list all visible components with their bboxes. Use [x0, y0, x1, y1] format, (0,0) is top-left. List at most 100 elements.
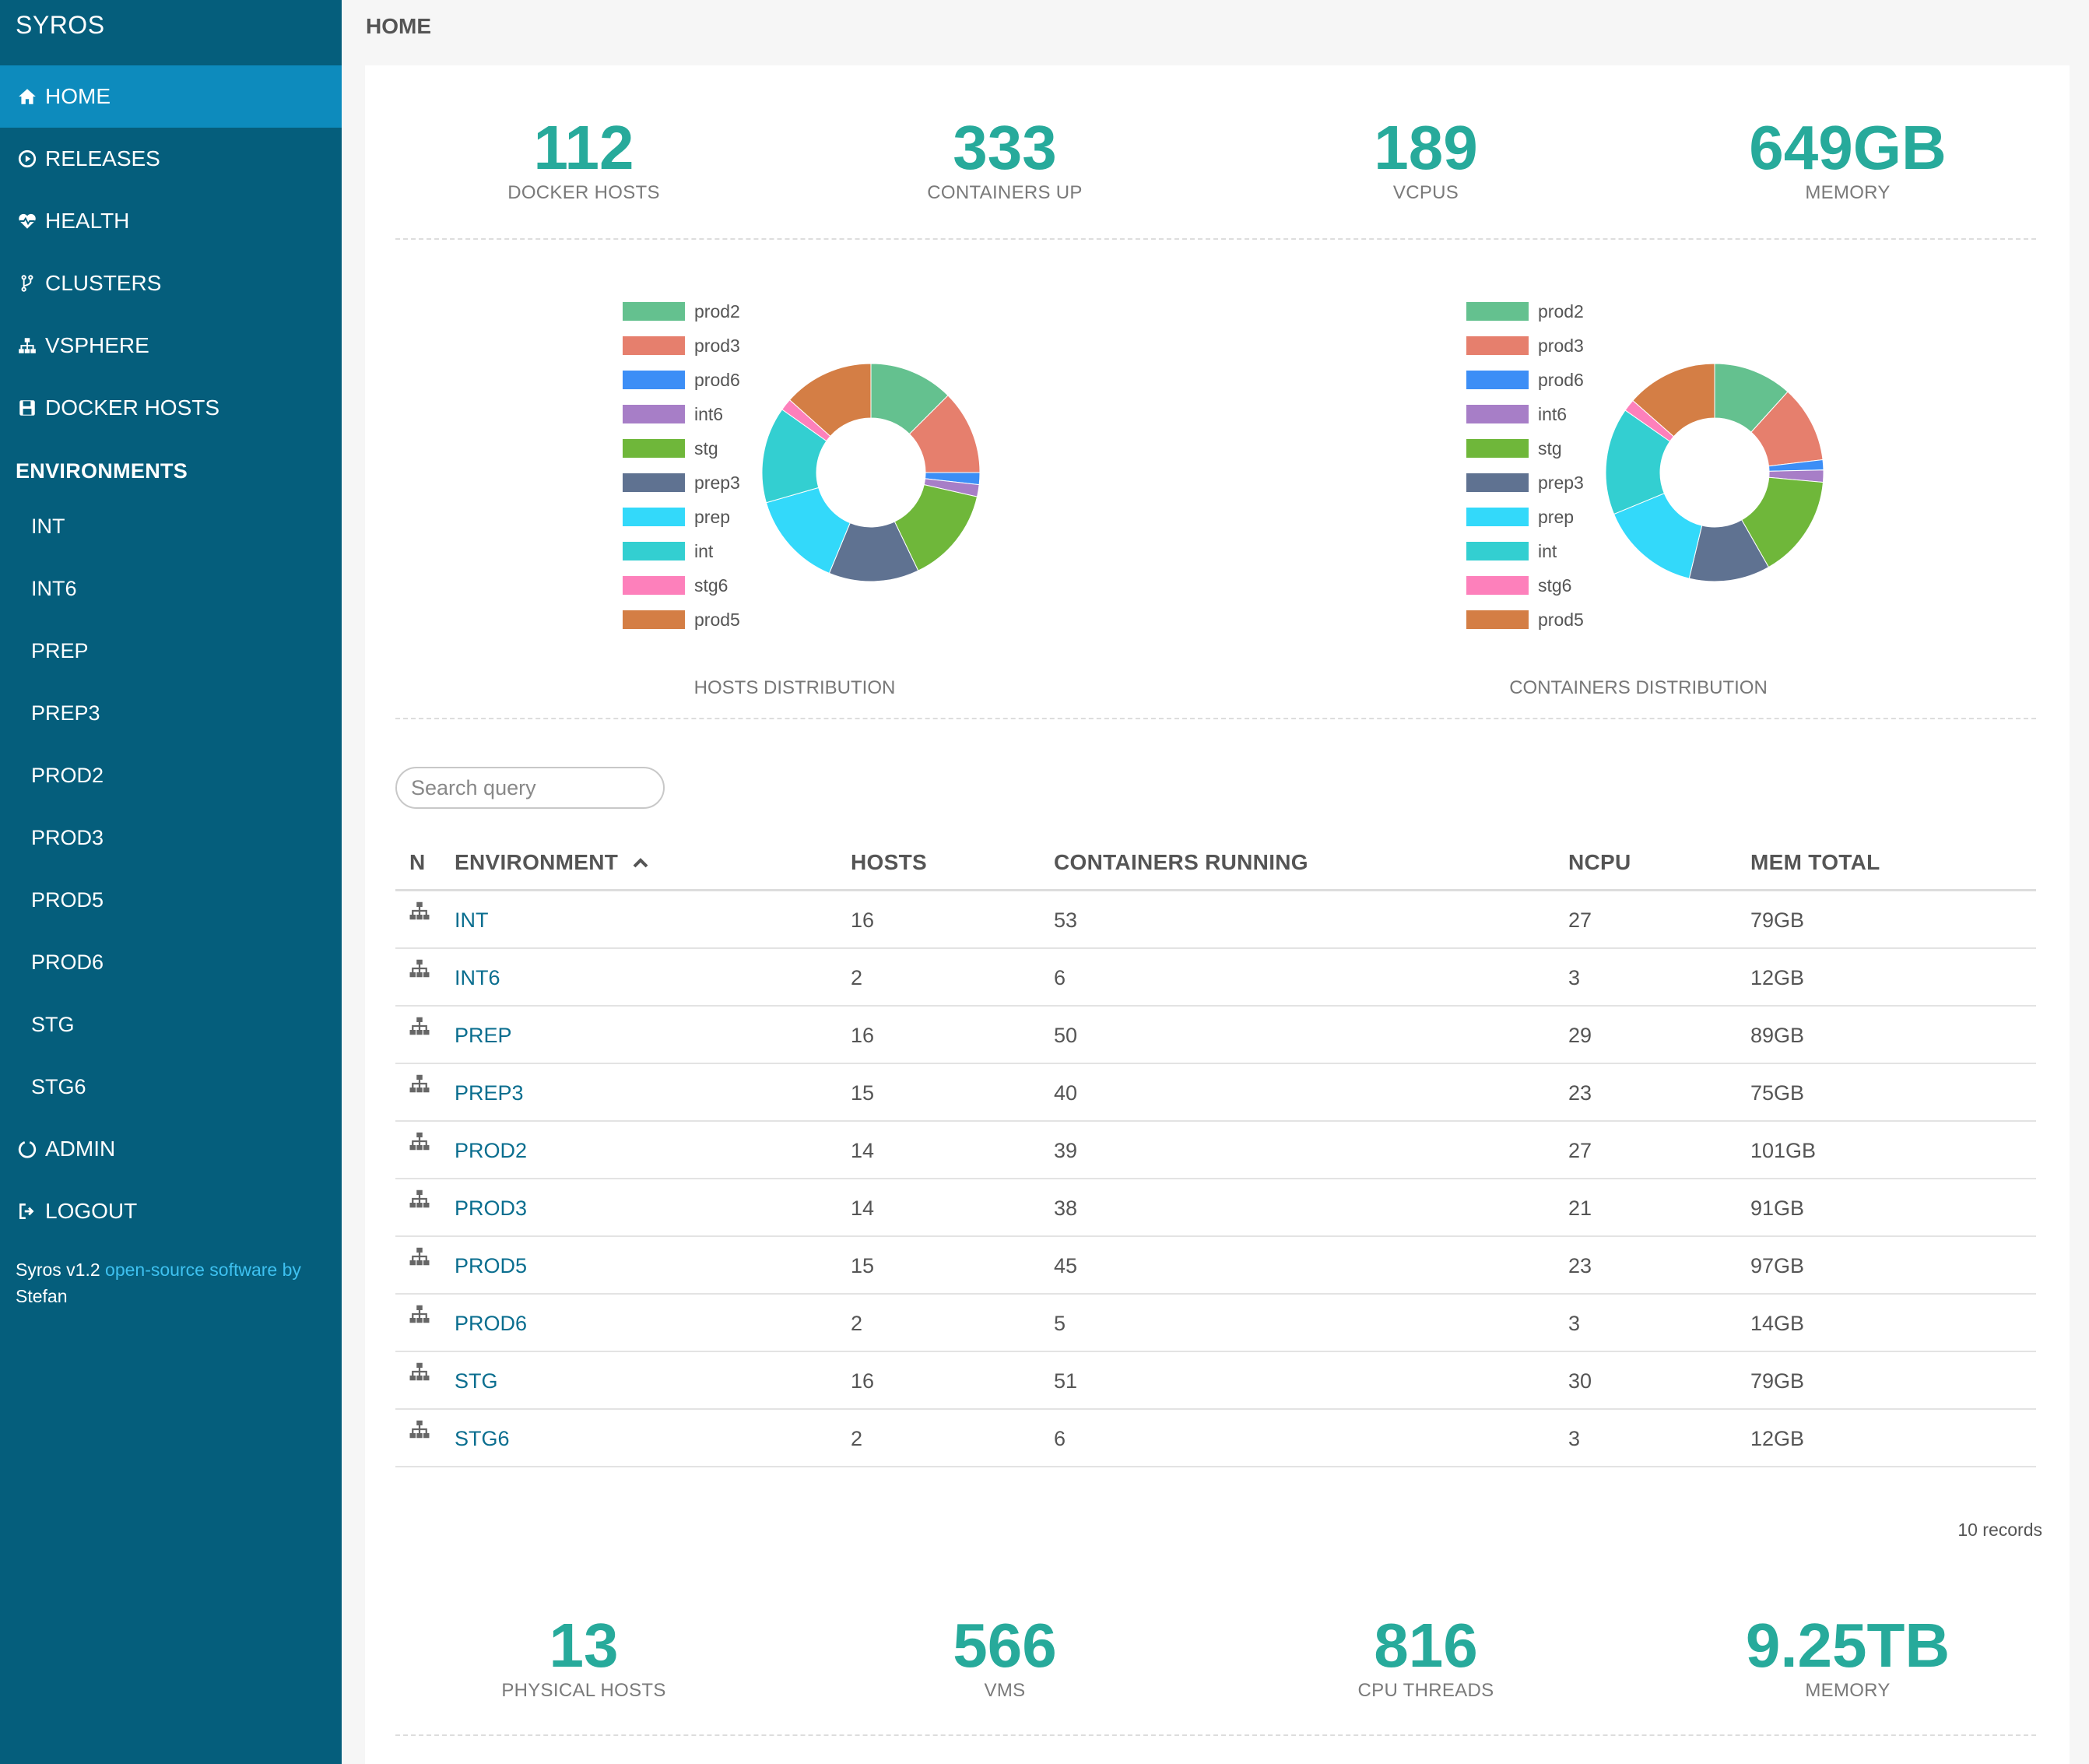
- col-header-n[interactable]: N: [409, 850, 426, 874]
- sitemap-icon[interactable]: [408, 1014, 431, 1038]
- env-item-prep[interactable]: PREP: [31, 638, 89, 662]
- brand-logo[interactable]: SYROS: [16, 11, 105, 39]
- environment-link[interactable]: STG: [455, 1369, 498, 1393]
- table-row: PROD3 14 38 21 91GB: [395, 1179, 2036, 1237]
- environment-link[interactable]: PREP3: [455, 1081, 524, 1105]
- sitemap-icon[interactable]: [408, 1130, 431, 1153]
- stat-value: 816: [1374, 1611, 1478, 1680]
- nav-item-clusters[interactable]: CLUSTERS: [0, 252, 342, 314]
- hosts-cell: 2: [851, 1312, 863, 1335]
- environment-link[interactable]: PREP: [455, 1024, 512, 1047]
- footer-link[interactable]: open-source software by: [105, 1260, 301, 1280]
- nav-item-logout[interactable]: LOGOUT: [0, 1180, 342, 1242]
- ncpu-cell: 3: [1568, 1312, 1581, 1335]
- environment-link[interactable]: PROD5: [455, 1254, 528, 1277]
- stat-docker-hosts: 112 DOCKER HOSTS: [428, 117, 739, 204]
- sitemap-icon[interactable]: [408, 957, 431, 980]
- legend-item[interactable]: prod6: [1466, 368, 1584, 392]
- col-header-ncpu[interactable]: NCPU: [1568, 850, 1631, 874]
- stat-value: 649GB: [1749, 113, 1947, 182]
- col-header-label: ENVIRONMENT: [455, 850, 619, 874]
- sitemap-icon[interactable]: [408, 1360, 431, 1383]
- nav-item-docker-hosts[interactable]: DOCKER HOSTS: [0, 377, 342, 439]
- table-row: PROD2 14 39 27 101GB: [395, 1122, 2036, 1179]
- legend-item[interactable]: prod2: [623, 300, 740, 323]
- environment-link[interactable]: PROD2: [455, 1139, 528, 1162]
- col-header-hosts[interactable]: HOSTS: [851, 850, 927, 874]
- nav-item-admin[interactable]: ADMIN: [0, 1118, 342, 1180]
- sitemap-icon[interactable]: [408, 1072, 431, 1095]
- stat-value: 13: [549, 1611, 619, 1680]
- hosts-cell: 15: [851, 1081, 875, 1105]
- footer: Syros v1.2 open-source software by Stefa…: [16, 1256, 327, 1309]
- mem-cell: 79GB: [1750, 908, 1805, 932]
- legend-item[interactable]: int6: [623, 402, 723, 426]
- col-header-mem-total[interactable]: MEM TOTAL: [1750, 850, 1880, 874]
- env-item-prod6[interactable]: PROD6: [31, 950, 104, 974]
- legend-item[interactable]: prod2: [1466, 300, 1584, 323]
- env-item-prod5[interactable]: PROD5: [31, 887, 104, 912]
- hosts-cell: 2: [851, 1427, 863, 1450]
- legend-item[interactable]: prep: [1466, 505, 1574, 529]
- legend-item[interactable]: prep: [623, 505, 730, 529]
- env-item-prod3[interactable]: PROD3: [31, 825, 104, 849]
- environment-link[interactable]: PROD3: [455, 1196, 528, 1220]
- legend-item[interactable]: prod5: [1466, 608, 1584, 631]
- stat-label: MEMORY: [1805, 1680, 1891, 1701]
- env-item-stg6[interactable]: STG6: [31, 1074, 86, 1098]
- ncpu-cell: 30: [1568, 1369, 1592, 1393]
- table-header-divider: [395, 889, 2036, 891]
- legend-item[interactable]: prod3: [623, 334, 740, 357]
- mem-cell: 14GB: [1750, 1312, 1805, 1335]
- legend-item[interactable]: int: [1466, 539, 1557, 563]
- legend-swatch: [623, 576, 685, 595]
- sitemap-icon[interactable]: [408, 1245, 431, 1268]
- legend-item[interactable]: int: [623, 539, 713, 563]
- environment-link[interactable]: INT6: [455, 966, 500, 989]
- env-item-stg[interactable]: STG: [31, 1012, 75, 1036]
- legend-item[interactable]: prep3: [1466, 471, 1584, 494]
- stat-label: VCPUS: [1392, 182, 1459, 203]
- sitemap-icon[interactable]: [408, 1418, 431, 1441]
- sitemap-icon[interactable]: [408, 1302, 431, 1326]
- legend-label: stg: [694, 437, 718, 459]
- code-fork-icon: [16, 272, 39, 295]
- col-header-environment[interactable]: ENVIRONMENT: [455, 850, 649, 875]
- environment-link[interactable]: STG6: [455, 1427, 510, 1450]
- env-item-int[interactable]: INT: [31, 514, 65, 538]
- legend-item[interactable]: prod6: [623, 368, 740, 392]
- legend-item[interactable]: stg: [1466, 437, 1562, 460]
- col-header-containers[interactable]: CONTAINERS RUNNING: [1054, 850, 1308, 874]
- sitemap-icon[interactable]: [408, 899, 431, 922]
- table-row: PROD6 2 5 3 14GB: [395, 1295, 2036, 1352]
- legend-item[interactable]: int6: [1466, 402, 1567, 426]
- donut-slice-prod5[interactable]: [788, 363, 872, 437]
- nav-item-home[interactable]: HOME: [0, 65, 342, 128]
- hosts-cell: 15: [851, 1254, 875, 1277]
- environment-link[interactable]: INT: [455, 908, 489, 932]
- legend-item[interactable]: stg: [623, 437, 718, 460]
- legend-item[interactable]: prod3: [1466, 334, 1584, 357]
- nav-item-vsphere[interactable]: VSPHERE: [0, 314, 342, 377]
- env-item-prod2[interactable]: PROD2: [31, 763, 104, 787]
- nav-label: DOCKER HOSTS: [45, 395, 220, 420]
- nav-item-releases[interactable]: RELEASES: [0, 128, 342, 190]
- legend-item[interactable]: stg6: [623, 574, 728, 597]
- legend-swatch: [1466, 508, 1529, 526]
- table-row: STG6 2 6 3 12GB: [395, 1410, 2036, 1467]
- env-item-prep3[interactable]: PREP3: [31, 701, 100, 725]
- env-item-int6[interactable]: INT6: [31, 576, 77, 600]
- donut-slice-prod5[interactable]: [1632, 363, 1715, 437]
- mem-cell: 75GB: [1750, 1081, 1805, 1105]
- legend-item[interactable]: stg6: [1466, 574, 1571, 597]
- divider: [395, 718, 2036, 719]
- legend-item[interactable]: prep3: [623, 471, 740, 494]
- stat-label: CONTAINERS UP: [927, 182, 1083, 203]
- table-row: PROD5 15 45 23 97GB: [395, 1237, 2036, 1295]
- legend-item[interactable]: prod5: [623, 608, 740, 631]
- legend-label: prod3: [1538, 335, 1584, 356]
- sitemap-icon[interactable]: [408, 1187, 431, 1211]
- search-input[interactable]: [395, 767, 665, 809]
- nav-item-health[interactable]: HEALTH: [0, 190, 342, 252]
- environment-link[interactable]: PROD6: [455, 1312, 528, 1335]
